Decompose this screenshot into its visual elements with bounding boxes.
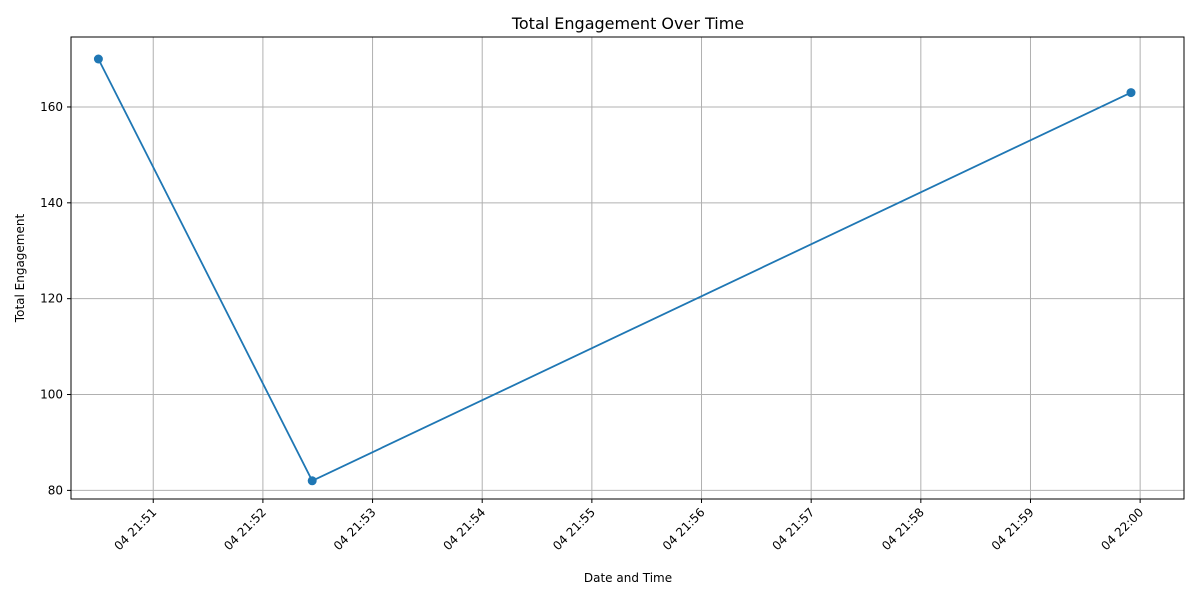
chart-title: Total Engagement Over Time — [511, 14, 744, 33]
y-tick-label: 80 — [48, 483, 63, 497]
y-axis-label: Total Engagement — [13, 214, 27, 324]
data-point — [307, 476, 317, 486]
y-tick-label: 140 — [40, 196, 63, 210]
y-tick-label: 120 — [40, 292, 63, 306]
y-tick-label: 160 — [40, 100, 63, 114]
grid-layer — [71, 37, 1184, 499]
y-axis: 80 100 120 140 160 — [40, 100, 71, 497]
y-tick-label: 100 — [40, 388, 63, 402]
data-point — [1126, 88, 1136, 98]
x-axis-label: Date and Time — [584, 571, 672, 585]
data-point — [93, 54, 103, 64]
series-layer — [93, 54, 1136, 486]
plot-frame — [70, 36, 1185, 500]
